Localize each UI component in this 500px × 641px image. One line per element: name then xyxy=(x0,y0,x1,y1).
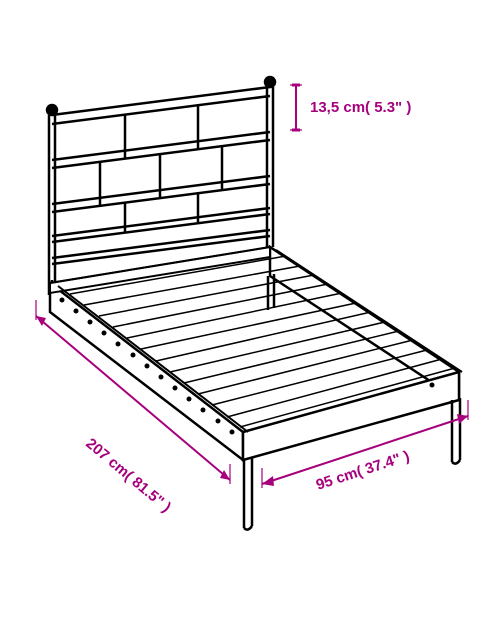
dim-headboard-height: 13,5 cm( 5.3" ) xyxy=(310,99,411,116)
dim-width: 95 cm( 37.4" ) xyxy=(314,448,412,494)
dim-length: 207 cm( 81.5" ) xyxy=(82,435,174,516)
